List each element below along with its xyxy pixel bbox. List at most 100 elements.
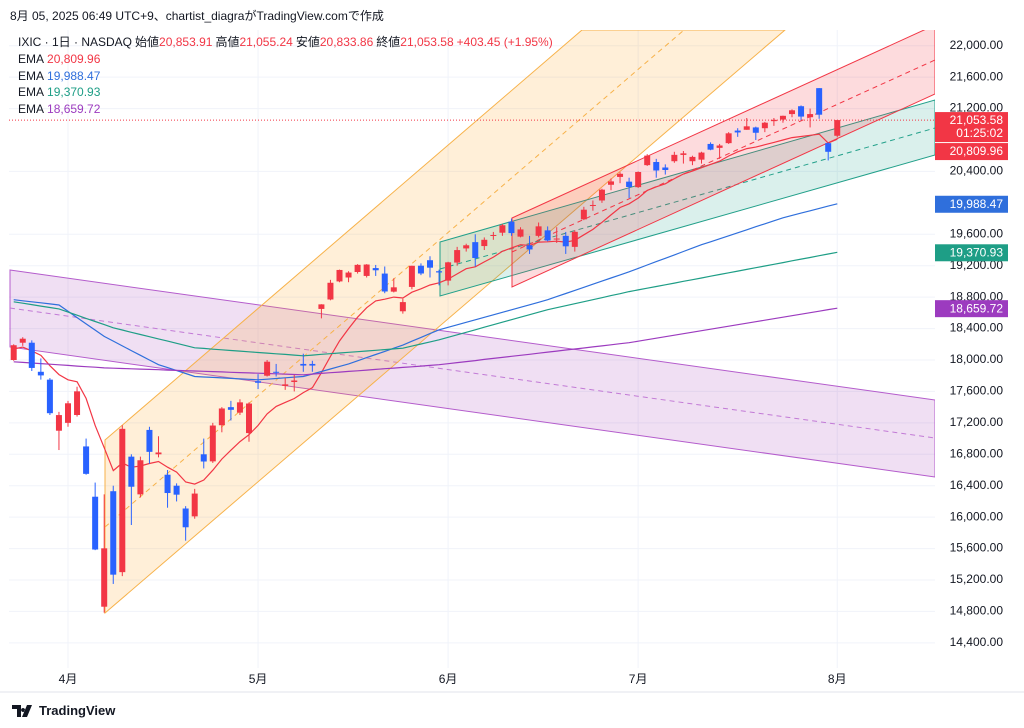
x-tick-label: 5月 [249,672,268,686]
red-channel-mid [511,59,935,253]
candle-body [19,338,26,343]
ema-price-label: 18,659.72 [950,301,1004,315]
candle-body [698,152,705,160]
y-tick-label: 16,400.00 [950,478,1004,492]
ema-line [13,251,838,357]
candle-body [517,229,524,237]
candle-body [454,250,461,263]
candle-body [282,384,289,386]
candle-body [390,287,397,292]
green-channel [439,99,935,297]
y-tick-label: 14,400.00 [950,635,1004,649]
ema-legend-row: EMA 19,370.93 [18,84,103,100]
countdown: 01:25:02 [956,126,1003,140]
x-tick-label: 6月 [439,672,458,686]
ema-value: 18,659.72 [47,101,101,116]
candle-body [408,265,415,287]
candle-body [345,272,352,278]
last-price-label: 21,053.58 [950,113,1004,127]
candle-body [589,204,596,206]
candle-body [110,491,117,575]
ohlc-name: 終値 [376,35,401,49]
candle-body [92,496,99,550]
candles [10,88,841,613]
ema-line [13,133,838,485]
candle-body [273,371,280,373]
candle-body [399,302,406,312]
ema-price-box [935,300,1008,318]
candle-body [644,155,651,166]
brand: TradingView [12,703,115,718]
candle-body [427,260,433,268]
x-tick-label: 8月 [828,672,847,686]
candle-body [155,452,162,455]
ema-price-box [935,195,1008,213]
candle-body [128,456,135,487]
symbol: IXIC · 1日 · NASDAQ [18,35,133,49]
ema-price-box [935,244,1008,262]
ema-name: EMA [18,85,45,99]
candle-body [562,235,569,247]
indicator-lines [13,133,838,485]
x-tick-label: 7月 [629,672,648,686]
y-tick-label: 19,600.00 [950,226,1004,240]
y-tick-label: 21,600.00 [950,69,1004,83]
ohlc-value: 20,853.91 [159,35,213,49]
ema-name: EMA [18,52,45,66]
candle-body [354,264,361,272]
ema-price-label: 19,988.47 [950,197,1004,211]
ema-name: EMA [18,68,45,83]
candle-body [218,408,225,426]
candle-body [834,120,841,136]
candle-body [46,379,53,414]
candle-body [83,446,90,474]
candle-body [508,221,515,234]
ema-line [13,203,838,381]
brand-logo [12,704,32,717]
falling-channel [9,269,935,478]
candle-body [734,130,741,133]
candle-body [662,167,669,171]
candle-body [37,371,44,376]
ema-price-label: 19,370.93 [950,245,1004,259]
candle-body [372,268,379,271]
candle-body [209,425,216,462]
candle-body [608,181,614,185]
rising-channel-mid [104,30,685,528]
candle-body [191,493,198,517]
y-tick-label: 19,200.00 [950,258,1004,272]
ema-legend-row: EMA 18,659.72 [18,101,103,117]
candle-body [55,415,62,431]
candle-body [255,381,262,383]
candle-body [10,345,17,360]
y-tick-label: 18,400.00 [950,321,1004,335]
y-tick-label: 17,200.00 [950,415,1004,429]
candle-body [137,460,144,495]
candle-body [119,428,126,573]
y-tick-label: 20,400.00 [950,164,1004,178]
change: +403.45 (+1.95%) [456,35,553,49]
candle-body [101,548,108,607]
y-tick-label: 22,000.00 [950,38,1004,52]
candle-body [798,106,805,117]
ohlc-value: 21,053.58 [400,35,454,49]
drawing-tools [9,30,935,615]
green-channel-mid [439,127,935,270]
candle-body [825,143,832,152]
falling-channel-mid [9,307,935,439]
candle-body [689,156,696,162]
y-tick-label: 15,600.00 [950,541,1004,555]
y-tick-label: 14,800.00 [950,604,1004,618]
ema-price-label: 20,809.96 [950,144,1004,158]
ema-line [13,307,838,376]
y-tick-label: 17,600.00 [950,384,1004,398]
candle-body [535,226,542,236]
candle-body [472,242,479,259]
candle-body [417,265,424,274]
ohlc-value: 21,055.24 [239,35,293,49]
candle-body [74,391,81,415]
ema-value: 19,988.47 [47,68,101,83]
ema-value: 19,370.93 [47,85,101,99]
credit: 8月 05, 2025 06:49 UTC+9、chartist_diagraが… [10,9,384,23]
